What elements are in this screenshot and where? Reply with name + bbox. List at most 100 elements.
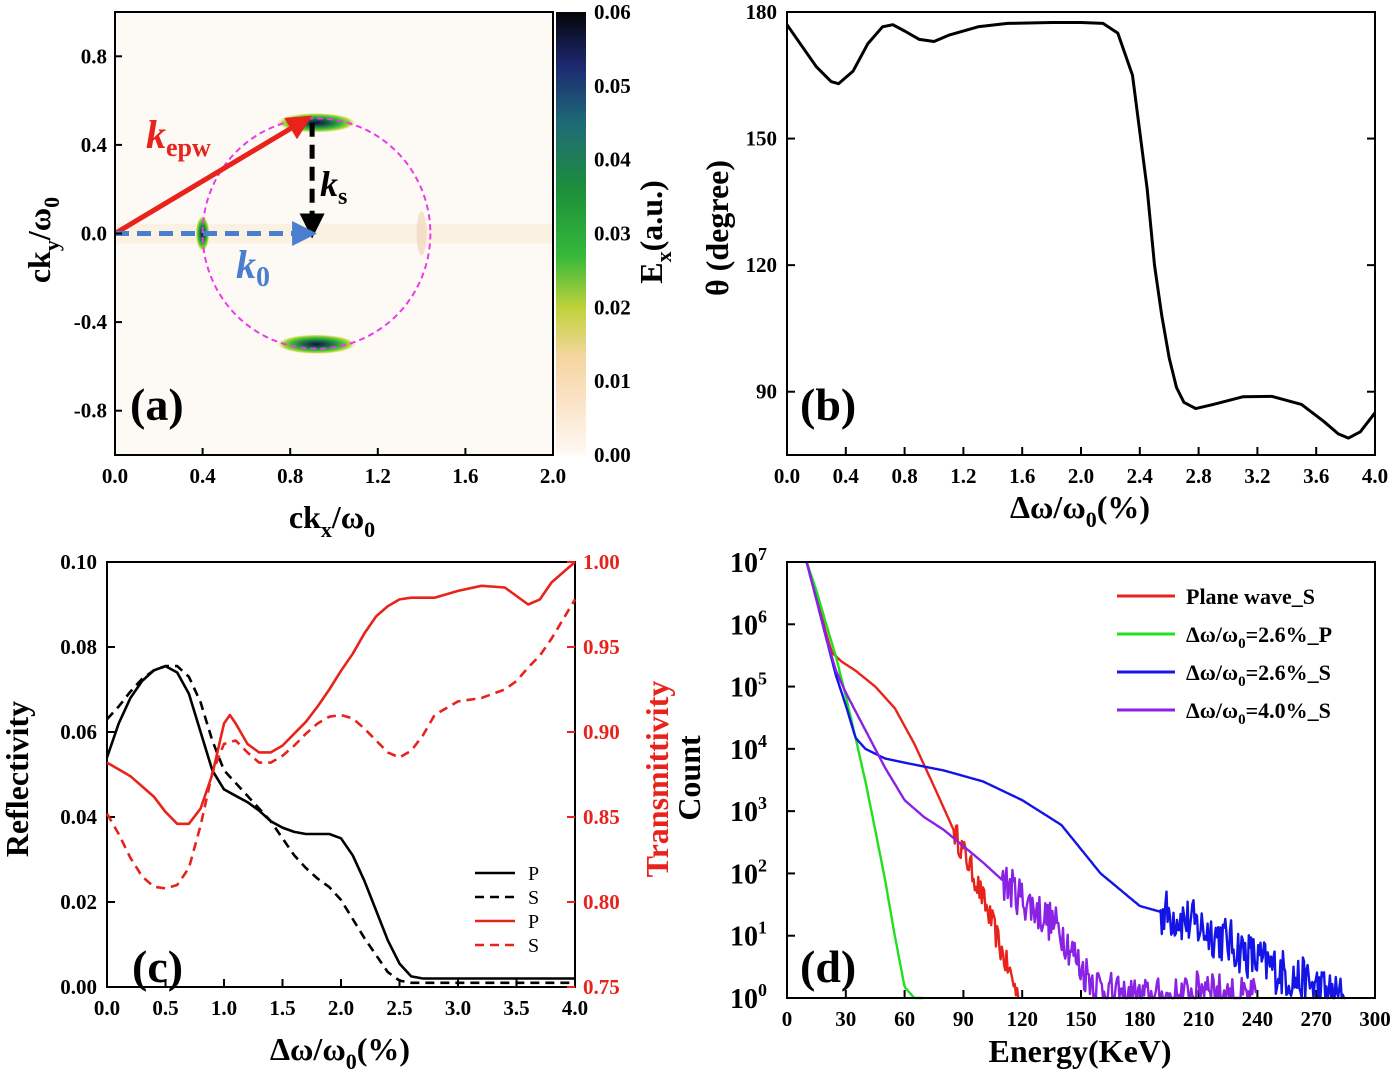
x-tick-label: 60 bbox=[894, 1007, 915, 1031]
y-tick-label: 0.04 bbox=[60, 805, 97, 829]
vector-label-k-0: k0 bbox=[236, 242, 270, 293]
colorbar-tick-label: 0.03 bbox=[594, 222, 631, 246]
y-tick-label: 0.06 bbox=[60, 720, 97, 744]
colorbar-tick-label: 0.00 bbox=[594, 443, 631, 467]
x-tick-label: 3.5 bbox=[503, 996, 529, 1020]
heatmap-band bbox=[115, 223, 553, 244]
legend-label: P bbox=[528, 911, 539, 933]
x-tick-label: 2.8 bbox=[1185, 464, 1211, 488]
x-tick-label: 90 bbox=[953, 1007, 974, 1031]
series-right-P bbox=[106, 561, 576, 826]
x-tick-label: 2.0 bbox=[328, 996, 354, 1020]
legend-label: S bbox=[528, 887, 539, 909]
y-right-tick-label: 0.75 bbox=[583, 975, 620, 999]
panel-c-y-right-axis-label: Transmittivity bbox=[639, 681, 675, 878]
heatmap-faint-spot bbox=[416, 211, 427, 256]
y-tick-label: 0.08 bbox=[60, 635, 97, 659]
y-tick-label: 90 bbox=[756, 380, 777, 404]
series-left-P bbox=[105, 664, 575, 980]
y-right-tick-label: 1.00 bbox=[583, 550, 620, 574]
x-tick-label: 0 bbox=[782, 1007, 793, 1031]
theta-curve bbox=[785, 21, 1377, 440]
y-tick-label: 180 bbox=[746, 0, 778, 24]
panel-b-x-axis-label: Δω/ω0(%) bbox=[1010, 489, 1150, 532]
panel-b-frame bbox=[786, 11, 1376, 456]
legend-label: P bbox=[528, 863, 539, 885]
energy-spectrum-line bbox=[805, 561, 1346, 1000]
x-tick-label: 210 bbox=[1183, 1007, 1215, 1031]
x-tick-label: 1.6 bbox=[452, 464, 478, 488]
x-tick-label: 0.5 bbox=[152, 996, 178, 1020]
panel-b-label: (b) bbox=[800, 379, 856, 430]
y-tick-label: 104 bbox=[730, 731, 767, 766]
y-tick-label: 101 bbox=[730, 918, 767, 953]
panel-b-y-axis-label: θ (degree) bbox=[699, 160, 735, 296]
y-tick-label: 0.8 bbox=[81, 44, 107, 68]
y-tick-label: -0.4 bbox=[74, 310, 108, 334]
y-tick-label: 0.10 bbox=[60, 550, 97, 574]
series-left-S bbox=[106, 664, 575, 985]
vector-k-epw bbox=[113, 115, 313, 236]
colorbar-tick-label: 0.06 bbox=[594, 0, 631, 24]
x-tick-label: 2.0 bbox=[540, 464, 566, 488]
x-tick-label: 0.8 bbox=[277, 464, 303, 488]
x-tick-label: 3.0 bbox=[445, 996, 471, 1020]
vector-label-k-epw: kepw bbox=[146, 112, 211, 162]
colorbar-label: Ex(a.u.) bbox=[633, 180, 676, 283]
heatmap-hotspot bbox=[276, 334, 357, 355]
panel-c-line-chart: 0.0 0.5 1.0 1.5 2.0 2.5 3.0 3.5 4.0 0.00 0.02 0.04 0… bbox=[0, 550, 675, 1074]
y-right-tick-label: 0.90 bbox=[583, 720, 620, 744]
x-tick-label: 3.6 bbox=[1303, 464, 1329, 488]
y-tick-label: 102 bbox=[730, 855, 767, 890]
y-right-tick-label: 0.85 bbox=[583, 805, 620, 829]
energy-spectrum-line bbox=[805, 561, 923, 1000]
y-right-tick-label: 0.80 bbox=[583, 890, 620, 914]
energy-spectrum-line bbox=[805, 561, 1020, 999]
panel-d-x-axis-label: Energy(KeV) bbox=[988, 1033, 1171, 1069]
y-tick-label: 100 bbox=[730, 980, 767, 1015]
y-right-tick-label: 0.95 bbox=[583, 635, 620, 659]
y-tick-label: 106 bbox=[730, 606, 767, 641]
heatmap-hotspot bbox=[195, 215, 210, 252]
y-tick-label: 120 bbox=[746, 253, 778, 277]
x-tick-label: 30 bbox=[835, 1007, 856, 1031]
energy-spectrum-line bbox=[805, 561, 1257, 1000]
panel-b-line-chart: 0.0 0.4 0.8 1.2 1.6 2.0 2.4 2.8 3.2 3.6 4.0 90 120 15… bbox=[699, 0, 1388, 532]
panel-c-label: (c) bbox=[132, 941, 183, 992]
x-tick-label: 4.0 bbox=[562, 996, 588, 1020]
y-tick-label: 105 bbox=[730, 669, 767, 704]
x-tick-label: 0.0 bbox=[102, 464, 128, 488]
x-tick-label: 1.6 bbox=[1009, 464, 1035, 488]
x-tick-label: 3.2 bbox=[1244, 464, 1270, 488]
legend-label: Δω/ω0=2.6%_P bbox=[1186, 622, 1332, 652]
x-tick-label: 0.0 bbox=[774, 464, 800, 488]
x-tick-label: 2.5 bbox=[386, 996, 412, 1020]
legend-label: Plane wave_S bbox=[1186, 584, 1315, 609]
panel-d-frame bbox=[786, 561, 1376, 999]
x-tick-label: 1.0 bbox=[211, 996, 237, 1020]
panel-a-label: (a) bbox=[130, 379, 184, 430]
y-tick-label: 0.00 bbox=[60, 975, 97, 999]
panel-c-frame bbox=[106, 561, 576, 988]
y-tick-label: -0.8 bbox=[74, 399, 107, 423]
x-tick-label: 0.4 bbox=[833, 464, 860, 488]
panel-d-label: (d) bbox=[800, 941, 856, 992]
x-tick-label: 1.5 bbox=[269, 996, 295, 1020]
panel-a-x-axis-label: ckx/ω0 bbox=[289, 499, 375, 542]
x-tick-label: 270 bbox=[1300, 1007, 1332, 1031]
colorbar-tick-label: 0.02 bbox=[594, 295, 631, 319]
y-tick-label: 0.02 bbox=[60, 890, 97, 914]
x-tick-label: 2.4 bbox=[1127, 464, 1154, 488]
x-tick-label: 120 bbox=[1006, 1007, 1038, 1031]
y-tick-label: 0.4 bbox=[81, 133, 108, 157]
x-tick-label: 180 bbox=[1124, 1007, 1156, 1031]
x-tick-label: 1.2 bbox=[950, 464, 976, 488]
y-tick-label: 103 bbox=[730, 793, 767, 828]
x-tick-label: 0.8 bbox=[891, 464, 917, 488]
y-tick-label: 0.0 bbox=[81, 222, 107, 246]
colorbar-tick-label: 0.01 bbox=[594, 369, 631, 393]
x-tick-label: 1.2 bbox=[365, 464, 391, 488]
resonance-circle bbox=[201, 117, 432, 350]
panel-a-heatmap: 0.0 0.4 0.8 1.2 1.6 2.0 -0.8 -0.4 0.0 0.4 0.8 0.00… bbox=[21, 0, 676, 542]
